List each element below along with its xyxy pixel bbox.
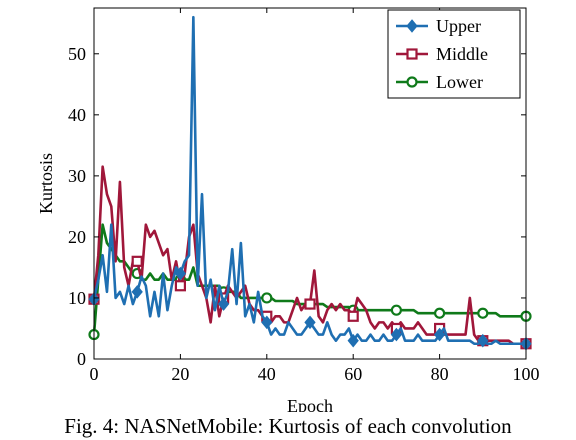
data-point-lower [434, 307, 446, 319]
data-point-lower [390, 304, 402, 316]
figure-caption: Fig. 4: NASNetMobile: Kurtosis of each c… [64, 414, 512, 438]
data-point-upper [174, 266, 187, 281]
x-tick-label: 20 [171, 364, 189, 384]
x-tick-label: 80 [431, 364, 449, 384]
kurtosis-line-chart: 0 20 40 60 80 100 0 10 20 30 40 50 Epoch Kurtosis U… [36, 7, 540, 412]
plot-frame [93, 7, 527, 360]
y-axis-label: Kurtosis [36, 153, 56, 214]
data-point-upper [131, 285, 143, 299]
series-upper [88, 15, 532, 351]
x-tick-label: 40 [258, 364, 276, 384]
data-point-upper [390, 327, 403, 342]
y-tick-label: 40 [68, 105, 86, 125]
data-point-middle [174, 280, 186, 292]
data-point-middle [131, 255, 143, 267]
data-point-upper [477, 333, 489, 348]
data-point-lower [477, 307, 489, 319]
legend-label-upper: Upper [436, 16, 481, 36]
legend-item-upper: Upper [396, 16, 481, 36]
ticks-layer: 0 20 40 60 80 100 0 10 20 30 40 50 [68, 8, 540, 384]
x-tick-label: 0 [90, 364, 99, 384]
legend: Upper Middle Lower [387, 9, 521, 99]
x-axis-label: Epoch [287, 396, 333, 412]
legend-marker-upper [406, 19, 418, 33]
legend-label-middle: Middle [436, 44, 488, 64]
y-tick-label: 20 [68, 227, 86, 247]
legend-item-lower: Lower [396, 72, 483, 92]
legend-item-middle: Middle [396, 44, 488, 64]
x-tick-label: 60 [344, 364, 362, 384]
y-tick-label: 30 [68, 166, 86, 186]
data-point-upper [304, 315, 316, 330]
y-tick-label: 0 [77, 349, 86, 369]
data-point-upper [433, 327, 446, 342]
data-point-lower [261, 292, 273, 304]
y-tick-label: 10 [68, 288, 86, 308]
y-tick-label: 50 [68, 44, 86, 64]
legend-marker-lower [406, 76, 418, 88]
data-point-middle [347, 310, 359, 322]
data-point-upper [347, 333, 359, 348]
x-tick-label: 100 [513, 364, 540, 384]
data-point-upper [217, 297, 230, 311]
data-point-middle [304, 298, 316, 310]
data-point-upper [261, 315, 273, 330]
legend-label-lower: Lower [436, 72, 483, 92]
series-layer [88, 15, 532, 351]
legend-marker-middle [406, 48, 418, 60]
